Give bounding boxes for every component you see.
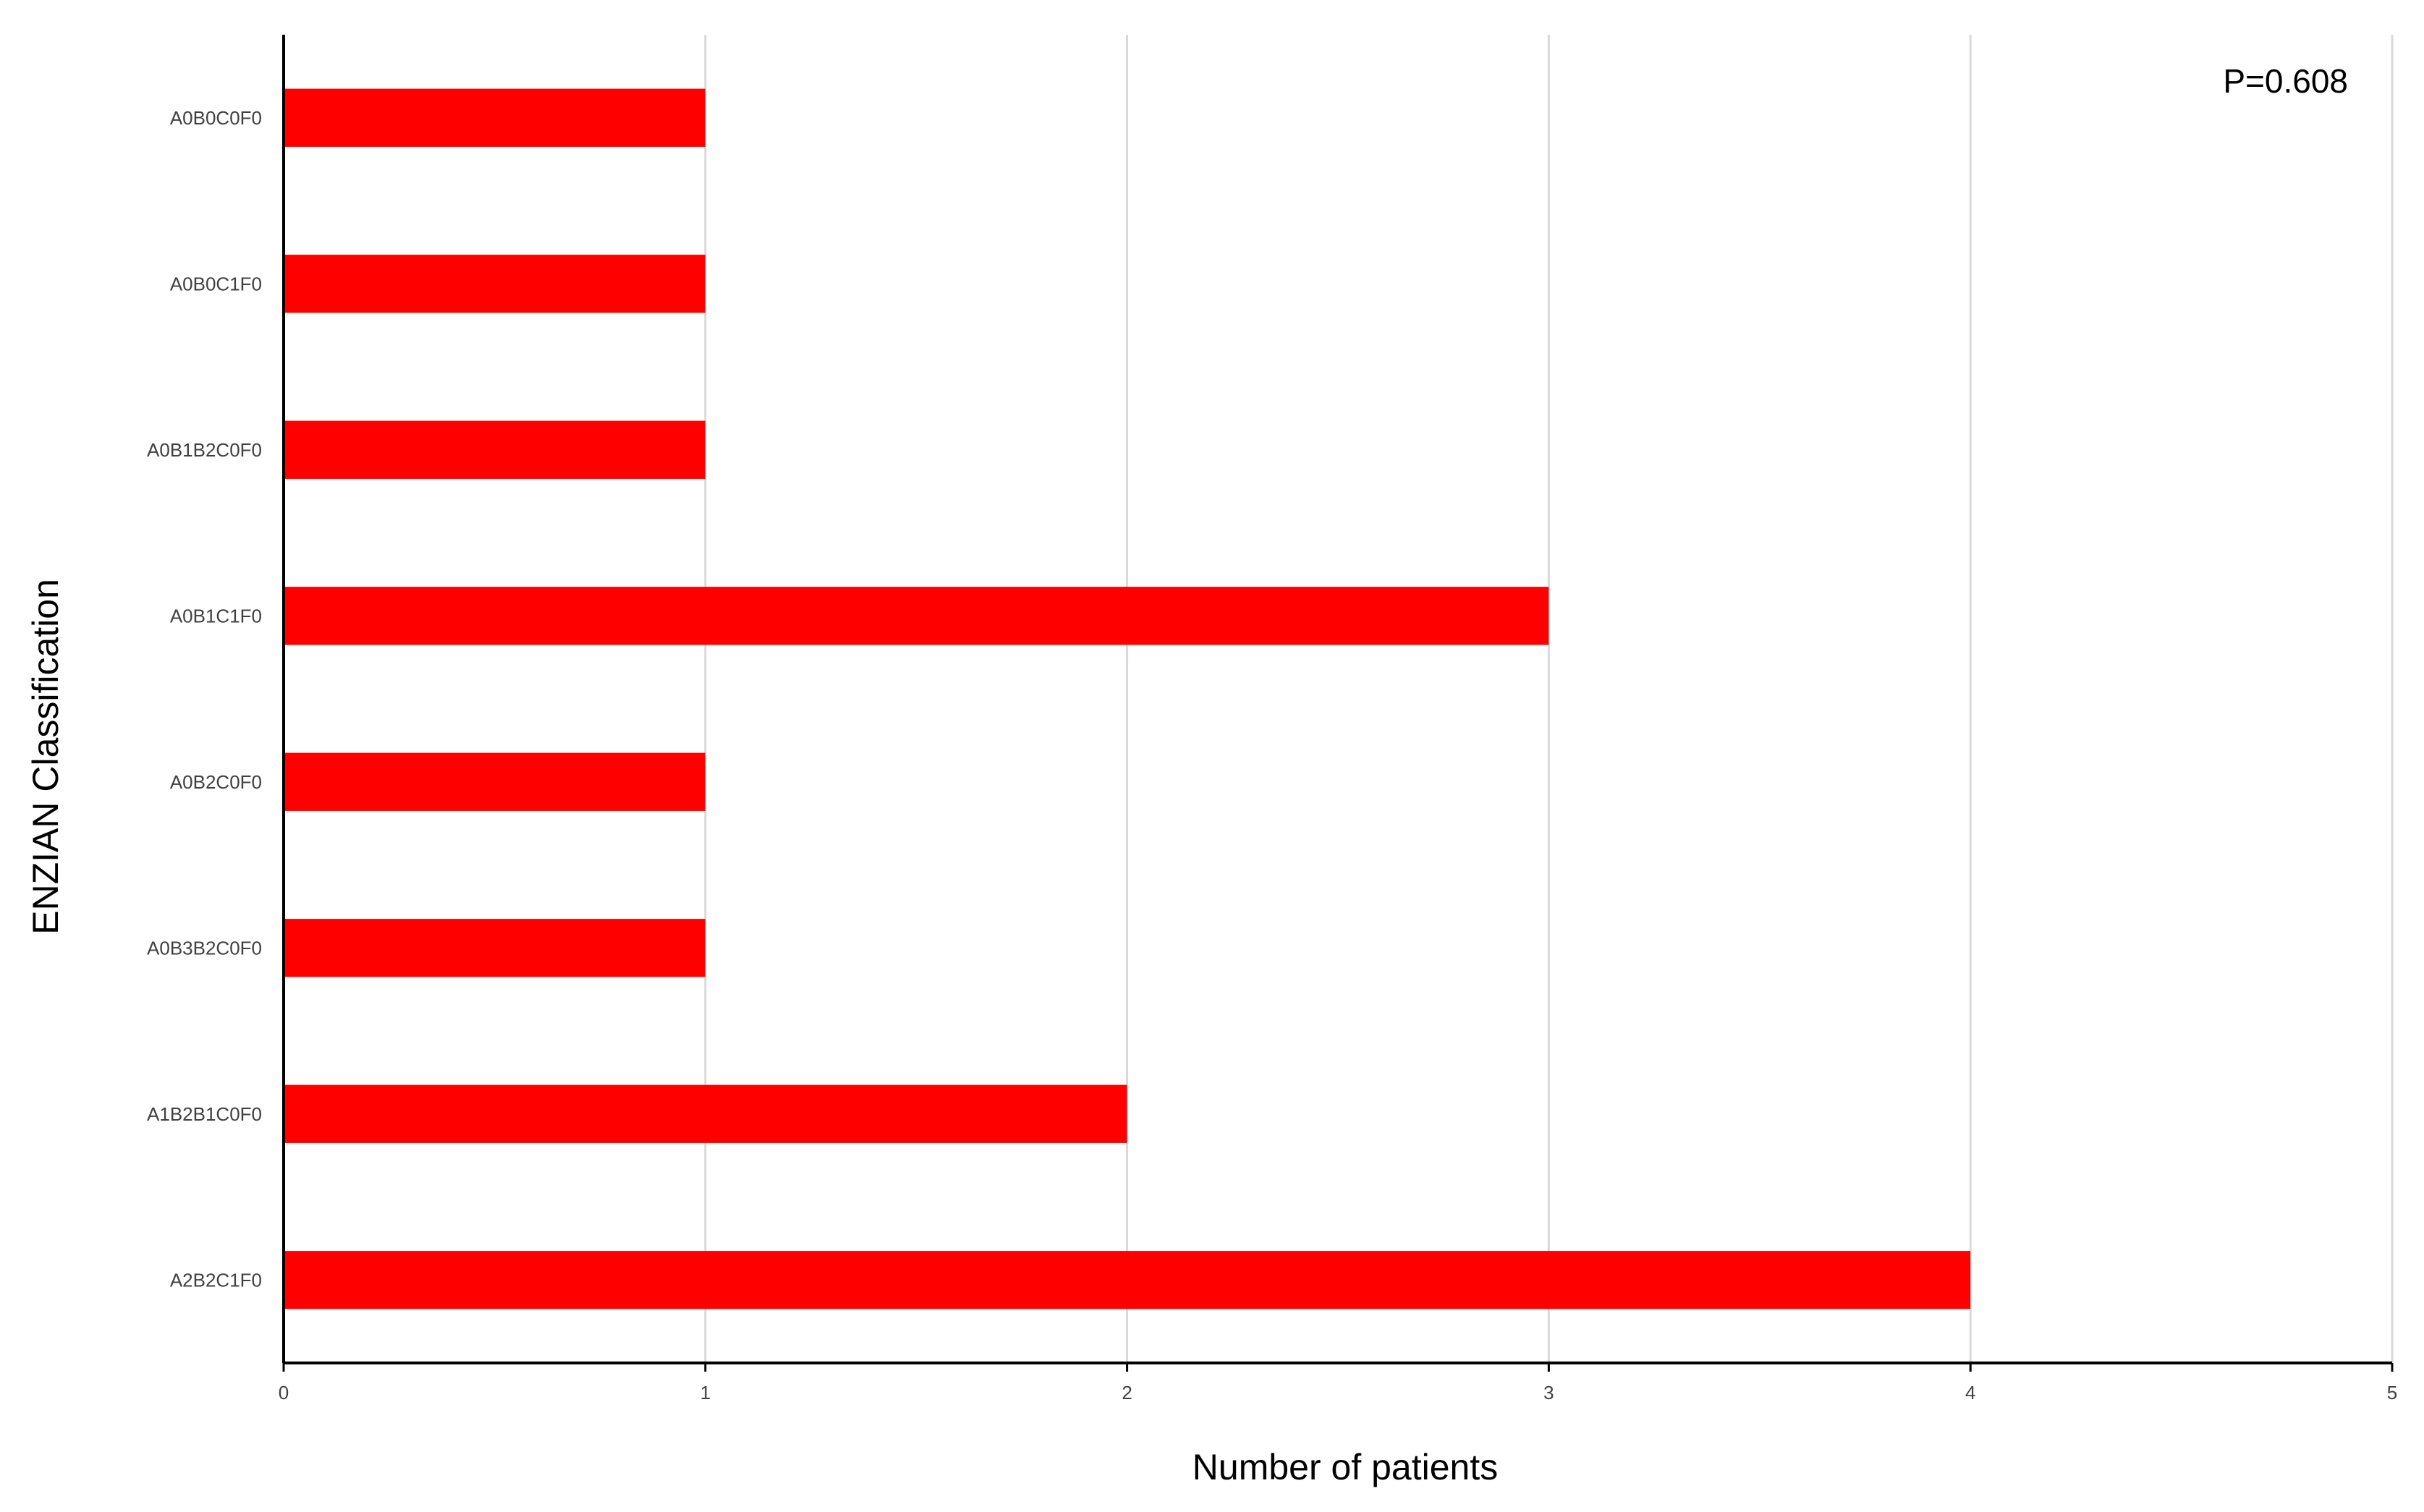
x-tick-label-1: 1 <box>700 1382 711 1403</box>
bar-A0B3B2C0F0 <box>284 919 705 977</box>
bar-A1B2B1C0F0 <box>284 1084 1127 1143</box>
x-tick-labels: 0 1 2 3 4 5 <box>279 1363 2397 1403</box>
x-axis-title: Number of patients <box>1192 1447 1498 1487</box>
y-tick-label-A0B2C0F0: A0B2C0F0 <box>170 771 262 793</box>
bar-A0B1C1F0 <box>284 587 1549 645</box>
x-tick-label-4: 4 <box>1965 1382 1975 1403</box>
y-tick-label-A2B2C1F0: A2B2C1F0 <box>170 1269 262 1291</box>
gridlines <box>704 35 2394 1363</box>
axes <box>282 35 2392 1364</box>
bar-A2B2C1F0 <box>284 1251 1971 1309</box>
y-axis-title: ENZIAN Classification <box>25 579 66 935</box>
bar-A0B0C1F0 <box>284 255 705 313</box>
p-value-annotation: P=0.608 <box>2223 62 2348 100</box>
x-tick-label-3: 3 <box>1543 1382 1554 1403</box>
y-tick-label-A0B3B2C0F0: A0B3B2C0F0 <box>147 937 262 959</box>
x-tick-label-2: 2 <box>1122 1382 1132 1403</box>
x-tick-label-5: 5 <box>2387 1382 2397 1403</box>
x-tick-label-0: 0 <box>279 1382 289 1403</box>
y-tick-label-A0B0C0F0: A0B0C0F0 <box>170 107 262 129</box>
y-tick-label-A0B0C1F0: A0B0C1F0 <box>170 273 262 294</box>
y-tick-label-A0B1C1F0: A0B1C1F0 <box>170 605 262 627</box>
bar-A0B2C0F0 <box>284 752 705 811</box>
y-tick-label-A0B1B2C0F0: A0B1B2C0F0 <box>147 439 262 461</box>
bar-A0B1B2C0F0 <box>284 420 705 479</box>
y-tick-labels: A0B0C0F0 A0B0C1F0 A0B1B2C0F0 A0B1C1F0 A0B2C0… <box>147 107 262 1291</box>
y-tick-label-A1B2B1C0F0: A1B2B1C0F0 <box>147 1103 262 1125</box>
bars <box>284 88 1971 1309</box>
bar-A0B0C0F0 <box>284 88 705 147</box>
